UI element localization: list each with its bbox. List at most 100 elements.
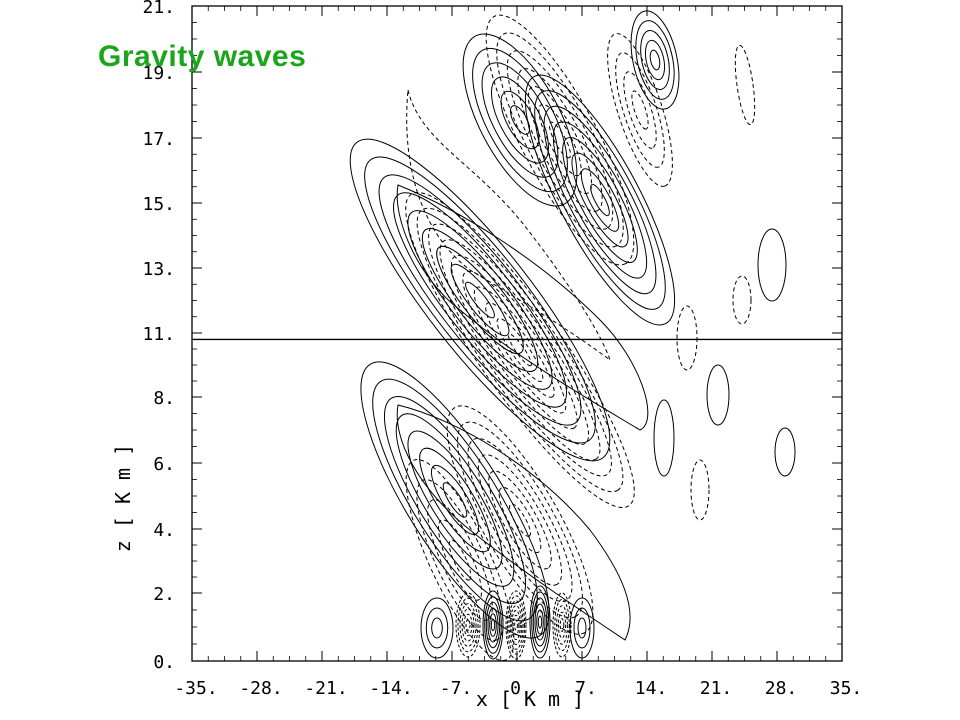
surface-positive-contour	[487, 607, 499, 643]
negative-contour	[517, 68, 603, 212]
y-tick-label: 6.	[153, 454, 175, 475]
y-tick-label: 0.	[153, 652, 175, 673]
surface-positive-contour	[485, 601, 501, 649]
negative-contour	[508, 333, 532, 367]
positive-contour	[396, 184, 649, 431]
positive-contour	[364, 156, 596, 444]
y-tick-label: 11.	[142, 324, 175, 345]
surface-negative-contour	[552, 592, 572, 658]
positive-contour	[392, 192, 568, 408]
x-tick-label: -35.	[174, 678, 217, 699]
x-tick-label: 28.	[765, 678, 798, 699]
negative-contour	[473, 286, 567, 414]
y-axis-label: z [ K m ]	[111, 444, 135, 552]
x-tick-label: 7.	[575, 678, 597, 699]
negative-contour	[485, 302, 555, 398]
positive-contour	[640, 30, 670, 90]
y-tick-labels: 0. 2. 4. 6. 8. 11. 13. 15. 17. 19. 21.	[142, 0, 175, 673]
y-tick-label: 8.	[153, 388, 175, 409]
positive-contour	[534, 90, 666, 310]
surface-negative-contour	[514, 619, 518, 631]
positive-contour	[378, 174, 582, 426]
x-tick-label: -7.	[440, 678, 473, 699]
surface-positive-contour	[420, 597, 454, 659]
negative-contour	[405, 459, 515, 661]
surface-positive-contour	[534, 603, 546, 641]
surface-positive-contour	[577, 617, 587, 639]
surface-positive-contour	[431, 617, 443, 639]
surface-positive-contour	[531, 591, 549, 653]
negative-contour	[406, 89, 611, 362]
positive-contour	[562, 136, 638, 264]
positive-contour	[774, 427, 796, 477]
contour-lines	[349, 10, 796, 661]
x-tick-label: 35.	[830, 678, 863, 699]
negative-contour	[548, 121, 572, 159]
negative-contour	[676, 305, 698, 371]
negative-contour	[734, 44, 756, 126]
x-tick-label: 21.	[700, 678, 733, 699]
negative-contour	[439, 239, 601, 461]
positive-contour	[421, 228, 539, 372]
positive-contour	[442, 482, 468, 518]
positive-contour	[419, 447, 491, 553]
surface-negative-contour	[463, 613, 473, 637]
negative-contour	[623, 71, 657, 149]
x-tick-label: 14.	[635, 678, 668, 699]
negative-contour	[450, 255, 590, 445]
axis-ticks	[191, 5, 843, 662]
surface-negative-contour	[556, 605, 568, 645]
surface-positive-contour	[482, 590, 504, 660]
y-tick-label: 15.	[142, 194, 175, 215]
negative-contour	[732, 275, 752, 325]
plot-frame	[191, 5, 843, 662]
negative-contour	[477, 454, 563, 586]
negative-contour	[446, 405, 594, 635]
y-tick-label: 4.	[153, 520, 175, 541]
y-tick-label: 13.	[142, 259, 175, 280]
y-tick-label: 17.	[142, 129, 175, 150]
negative-contour	[496, 32, 624, 248]
surface-negative-contour	[459, 603, 477, 647]
surface-positive-contour	[532, 597, 548, 647]
positive-contour	[590, 183, 610, 217]
x-tick-label: -28.	[239, 678, 282, 699]
surface-positive-contour	[484, 596, 502, 654]
positive-contour	[372, 378, 538, 622]
positive-contour	[430, 464, 480, 536]
positive-contour	[653, 399, 675, 477]
surface-positive-contour	[489, 613, 497, 637]
positive-contour	[649, 49, 661, 71]
x-tick-labels: -35. -28. -21. -14. -7. 0. 7. 14. 21. 28. 35.	[174, 678, 862, 699]
negative-contour	[607, 33, 673, 187]
negative-contour	[485, 14, 635, 266]
x-tick-label: 0.	[510, 678, 532, 699]
surface-positive-contour	[425, 607, 449, 649]
negative-contour	[509, 503, 531, 537]
positive-contour	[465, 281, 495, 319]
plot-border	[191, 5, 843, 662]
negative-contour	[416, 207, 624, 493]
surface-positive-contour	[573, 607, 591, 649]
surface-negative-contour	[505, 590, 527, 660]
surface-negative-contour	[554, 598, 570, 652]
negative-contour	[437, 519, 483, 601]
positive-contour	[630, 10, 680, 110]
y-tick-label: 19.	[142, 63, 175, 84]
surface-negative-contour	[557, 611, 567, 639]
y-tick-label: 21.	[142, 0, 175, 18]
positive-contour	[407, 210, 553, 390]
positive-contour	[383, 395, 527, 605]
surface-negative-contour	[508, 600, 524, 650]
x-axis-label: x [ K m ]	[476, 687, 584, 711]
surface-negative-contour	[511, 609, 521, 641]
positive-contour	[635, 20, 675, 100]
surface-negative-contour	[509, 605, 523, 645]
positive-contour	[472, 47, 568, 193]
surface-negative-contour	[559, 618, 565, 632]
y-tick-label: 2.	[153, 584, 175, 605]
negative-contour	[498, 486, 542, 554]
negative-contour	[631, 90, 649, 130]
